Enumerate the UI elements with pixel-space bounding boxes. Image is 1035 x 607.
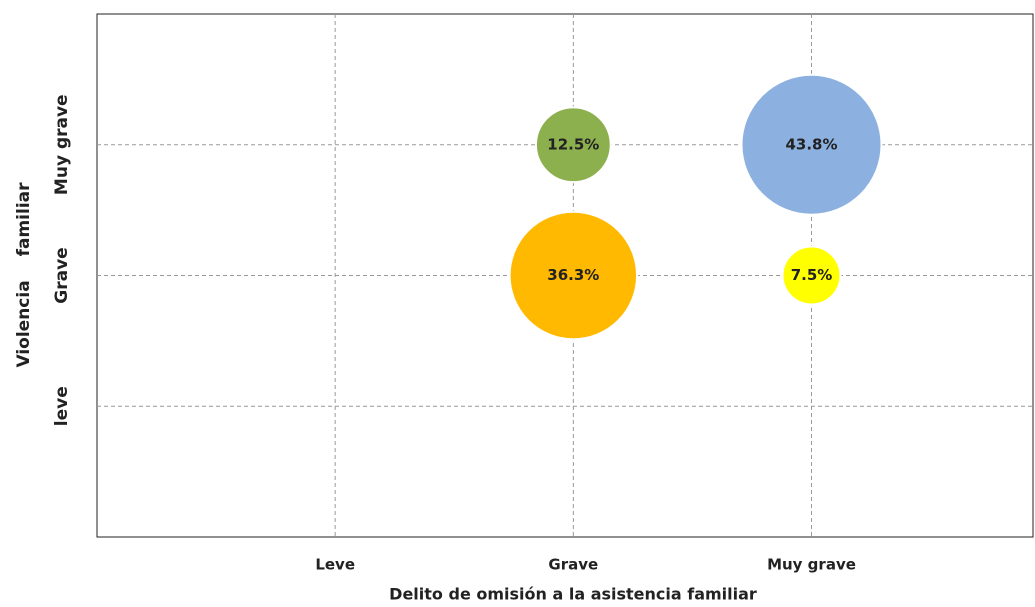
bubble xyxy=(740,73,883,216)
x-tick-label: Leve xyxy=(315,556,355,574)
x-tick-label: Muy grave xyxy=(767,556,856,574)
y-tick-label: Muy grave xyxy=(52,94,72,195)
x-tick-label: Grave xyxy=(548,556,598,574)
y-axis-label: Violencia familiar xyxy=(14,182,34,368)
y-tick-label: leve xyxy=(52,386,72,426)
bubble xyxy=(508,210,639,341)
x-axis-label: Delito de omisión a la asistencia famili… xyxy=(389,585,757,604)
data-label: 12.5% xyxy=(547,135,599,153)
data-label: 36.3% xyxy=(547,266,599,284)
y-tick-label: Grave xyxy=(52,247,72,303)
data-label: 7.5% xyxy=(791,266,833,284)
bubble xyxy=(534,106,612,184)
bubble xyxy=(781,245,842,306)
data-label: 43.8% xyxy=(785,135,837,153)
